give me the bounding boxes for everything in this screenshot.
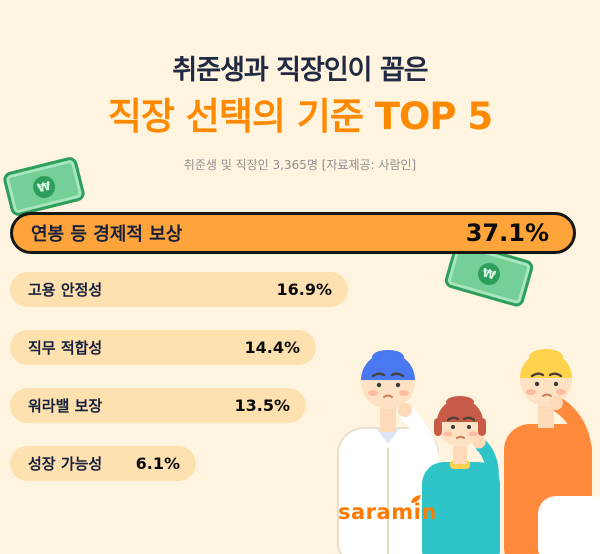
bar-label: 연봉 등 경제적 보상 [31, 224, 183, 245]
thinking-people-illustration [337, 349, 592, 554]
bar-value: 14.4% [244, 338, 300, 357]
bar-label: 직무 적합성 [28, 339, 103, 357]
subtitle: 취준생 및 직장인 3,365명 [자료제공: 사람인] [183, 158, 417, 172]
corner-decoration [538, 496, 600, 554]
title-line2: 직장 선택의 기준 TOP 5 [107, 95, 493, 138]
bar-row-1: 연봉 등 경제적 보상 37.1% [10, 212, 576, 254]
person-middle [422, 396, 500, 554]
bar-row-3: 직무 적합성 14.4% [10, 330, 316, 365]
won-coin-icon: ₩ [475, 260, 503, 288]
title-line1: 취준생과 직장인이 꼽은 [172, 55, 428, 86]
logo-leaf-icon [411, 495, 421, 503]
bar-label: 고용 안정성 [28, 281, 103, 299]
won-coin-icon: ₩ [30, 173, 58, 200]
bar-row-5: 성장 가능성 6.1% [10, 446, 196, 481]
bar-label: 워라밸 보장 [28, 397, 103, 415]
bar-value: 37.1% [465, 219, 549, 247]
bar-label: 성장 가능성 [28, 455, 103, 473]
bar-value: 6.1% [135, 454, 180, 473]
saramin-logo: saramin [338, 500, 437, 524]
bar-row-2: 고용 안정성 16.9% [10, 272, 348, 307]
bar-value: 16.9% [276, 280, 332, 299]
bar-value: 13.5% [234, 396, 290, 415]
person-right [504, 349, 592, 554]
bar-row-4: 워라밸 보장 13.5% [10, 388, 306, 423]
